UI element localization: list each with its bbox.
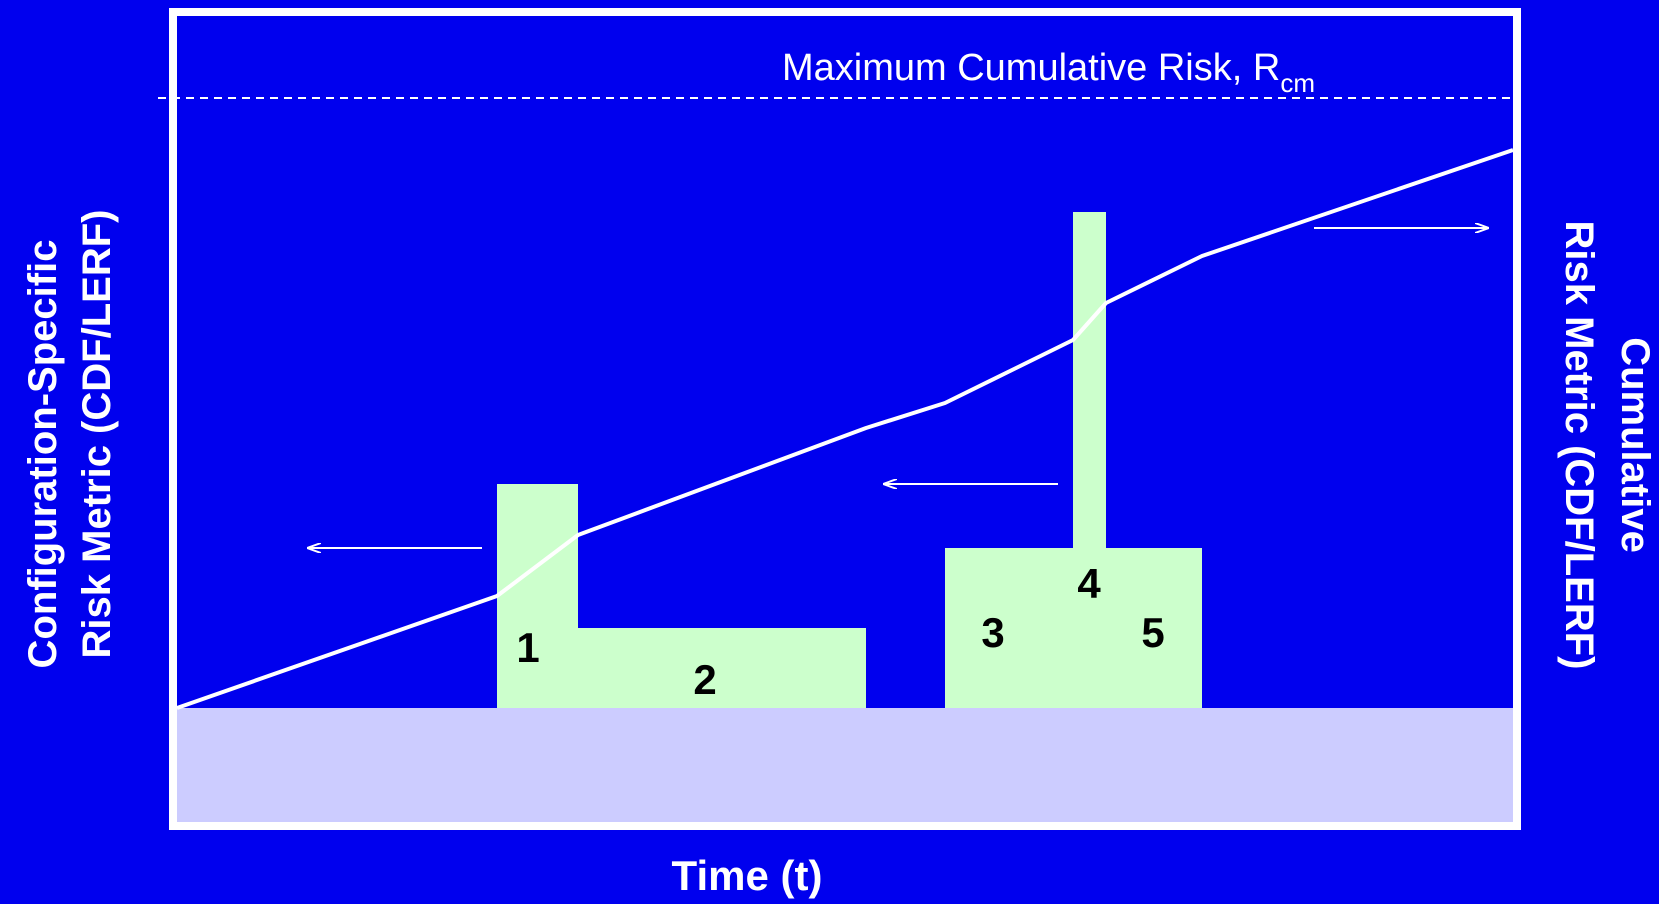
cumulative-risk-curve — [176, 148, 1514, 710]
right-axis-label-line2: Risk Metric (CDF/LERF) — [1557, 221, 1601, 670]
left-axis-label: Configuration-Specific Risk Metric (CDF/… — [21, 210, 119, 669]
block-label-5: 5 — [1141, 609, 1164, 656]
threshold-label-text: Maximum Cumulative Risk, R — [782, 47, 1280, 89]
threshold-label-subscript: cm — [1280, 68, 1315, 98]
plot-frame — [169, 8, 1521, 830]
block-345 — [945, 548, 1202, 708]
block-2 — [578, 628, 866, 708]
baseline-band — [177, 708, 1513, 822]
right-axis-label: Cumulative Risk Metric (CDF/LERF) — [1557, 221, 1657, 670]
block-label-4: 4 — [1077, 560, 1101, 607]
configuration-blocks — [497, 212, 1202, 708]
block-4-spike — [1073, 212, 1106, 548]
block-1 — [497, 484, 578, 708]
block-label-1: 1 — [516, 624, 539, 671]
block-label-3: 3 — [981, 609, 1004, 656]
right-axis-label-line1: Cumulative — [1613, 337, 1657, 553]
left-axis-label-line2: Risk Metric (CDF/LERF) — [75, 210, 119, 659]
block-label-2: 2 — [693, 656, 716, 703]
x-axis-label: Time (t) — [672, 852, 823, 899]
max-cumulative-risk-label: Maximum Cumulative Risk, Rcm — [782, 47, 1315, 98]
left-axis-label-line1: Configuration-Specific — [21, 240, 65, 669]
